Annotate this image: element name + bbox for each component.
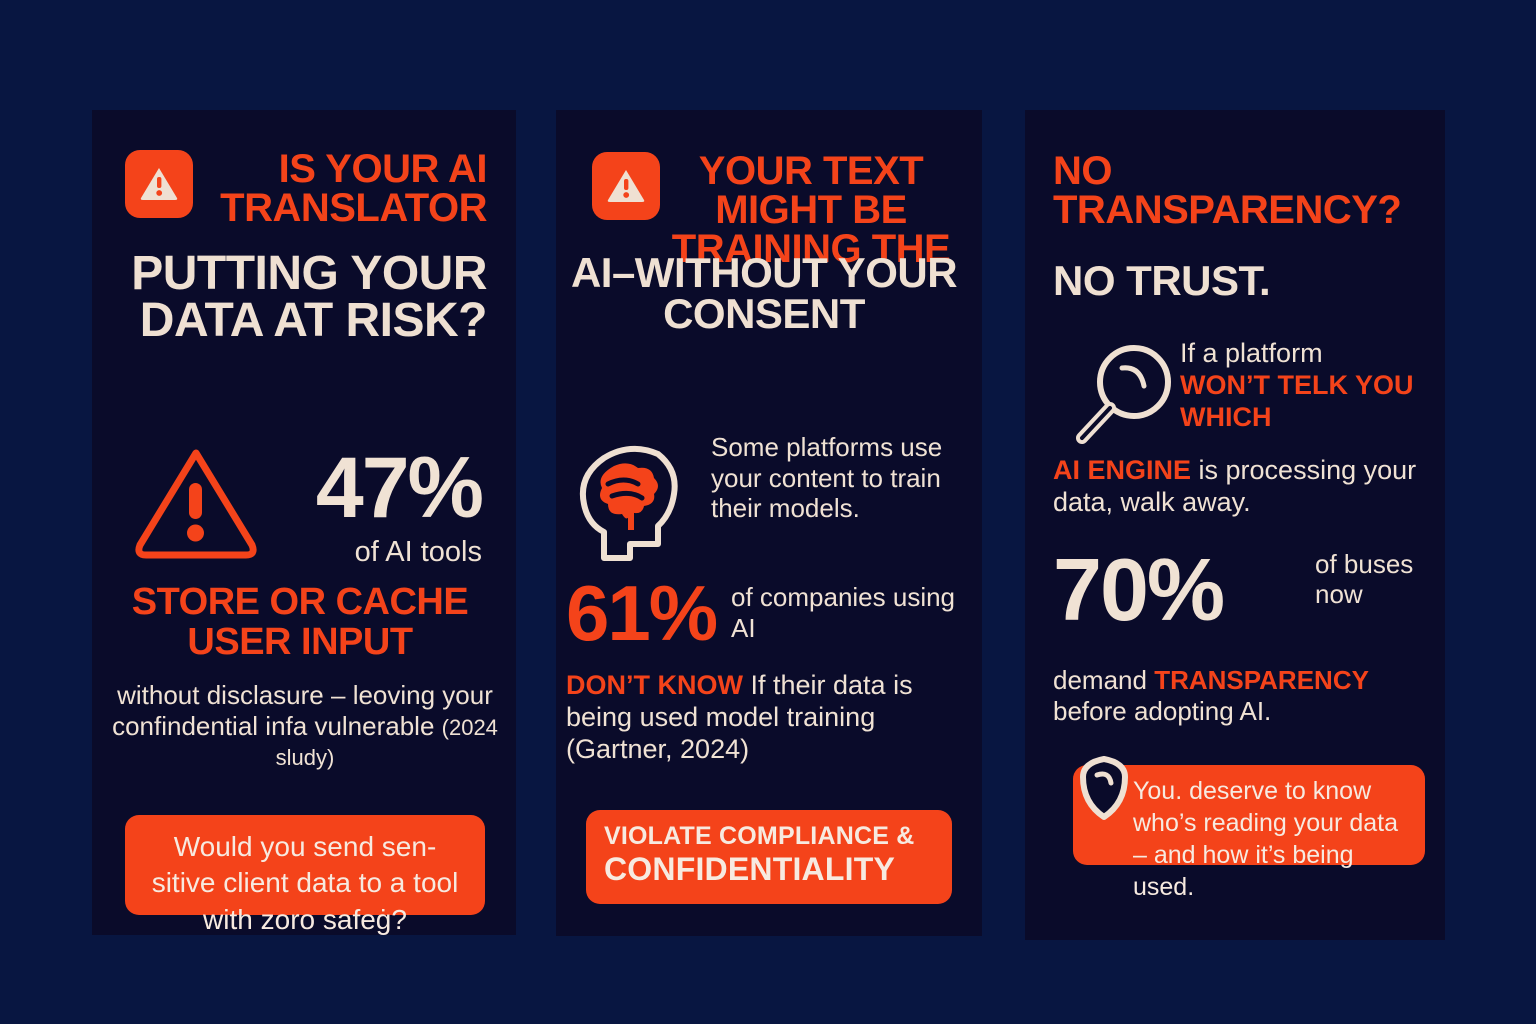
card1-emphasis: STORE OR CACHE USER INPUT	[131, 581, 469, 663]
card1-stat-number: 47%	[315, 440, 484, 536]
card3-callout-box[interactable]: You. deserve to know who’s reading your …	[1073, 765, 1425, 901]
card3-intro-emphasis: WON’T TELK YOU WHICH	[1180, 369, 1414, 432]
card3-demand-post: before adopting AI.	[1053, 695, 1272, 726]
card3-stat-sub: of buses now	[1315, 549, 1414, 609]
card2-emphasis: DON’T KNOW	[566, 670, 743, 700]
card1-stat-sub: of AI tools	[354, 536, 482, 568]
card1-paragraph-lead: without disclasure –	[117, 680, 346, 710]
card3-engine-emphasis: AI ENGINE	[1053, 455, 1192, 485]
card1-headline-cream: PUTTING YOUR DATA AT RISK?	[131, 247, 487, 348]
card2-headline-orange: YOUR TEXT MIGHT BE TRAINING THE	[671, 149, 951, 272]
warning-triangle-outline-icon	[132, 445, 260, 563]
card2-paragraph: DON’T KNOW If their data is being used m…	[566, 670, 966, 766]
warning-triangle-icon	[125, 150, 193, 218]
card1-callout-box[interactable]: Would you send sen-sitive client data to…	[125, 815, 485, 935]
card3-demand-line: demand TRANSPARENCY before adopting AI.	[1053, 665, 1443, 726]
card1-paragraph: without disclasure – leoving your confin…	[110, 680, 500, 772]
card3-intro: If a platform WON’T TELK YOU WHICH	[1180, 338, 1445, 434]
card3-intro-plain: If a platform	[1180, 338, 1323, 368]
card2-callout-box[interactable]: VIOLATE COMPLIANCE & CONFIDENTIALITY	[586, 810, 952, 904]
card3-demand-emphasis: TRANSPARENCY	[1154, 665, 1369, 695]
shield-icon	[1075, 755, 1133, 823]
card2-intro: Some platforms use your content to train…	[711, 432, 943, 524]
card2-headline-cream: AI–WITHOUT YOUR CONSENT	[570, 249, 958, 338]
card2-callout-line2: CONFIDENTIALITY	[604, 851, 895, 887]
card-no-transparency: NO TRANSPARENCY? NO TRUST. If a platform…	[1025, 110, 1445, 940]
card2-stat-sub: of companies using AI	[731, 582, 956, 643]
card3-engine-line: AI ENGINE is processing your data, walk …	[1053, 455, 1445, 519]
card3-headline-orange: NO TRANSPARENCY?	[1053, 149, 1402, 233]
card-ai-translator-risk: IS YOUR AI TRANSLATOR PUTTING YOUR DATA …	[92, 110, 516, 935]
card-training-without-consent: YOUR TEXT MIGHT BE TRAINING THE AI–WITHO…	[556, 110, 982, 936]
card3-engine-rest: is processing your data, walk away.	[1053, 455, 1417, 517]
card2-stat-number: 61%	[566, 569, 718, 657]
magnifier-icon	[1070, 340, 1180, 452]
card3-stat-number: 70%	[1053, 540, 1225, 639]
head-brain-icon	[574, 440, 692, 568]
card2-paragraph-rest: If their data is being used model traini…	[566, 670, 913, 764]
card1-headline-orange: IS YOUR AI TRANSLATOR	[220, 147, 487, 231]
card2-callout-line1: VIOLATE COMPLIANCE &	[604, 822, 915, 850]
card1-paragraph-source: (2024 sludy)	[275, 714, 498, 771]
warning-triangle-icon	[592, 152, 660, 220]
card3-headline-cream: NO TRUST.	[1053, 257, 1271, 304]
card3-demand-pre: demand	[1053, 665, 1155, 695]
card1-paragraph-mid: leoving your confindential infa vulnerab…	[112, 680, 493, 741]
